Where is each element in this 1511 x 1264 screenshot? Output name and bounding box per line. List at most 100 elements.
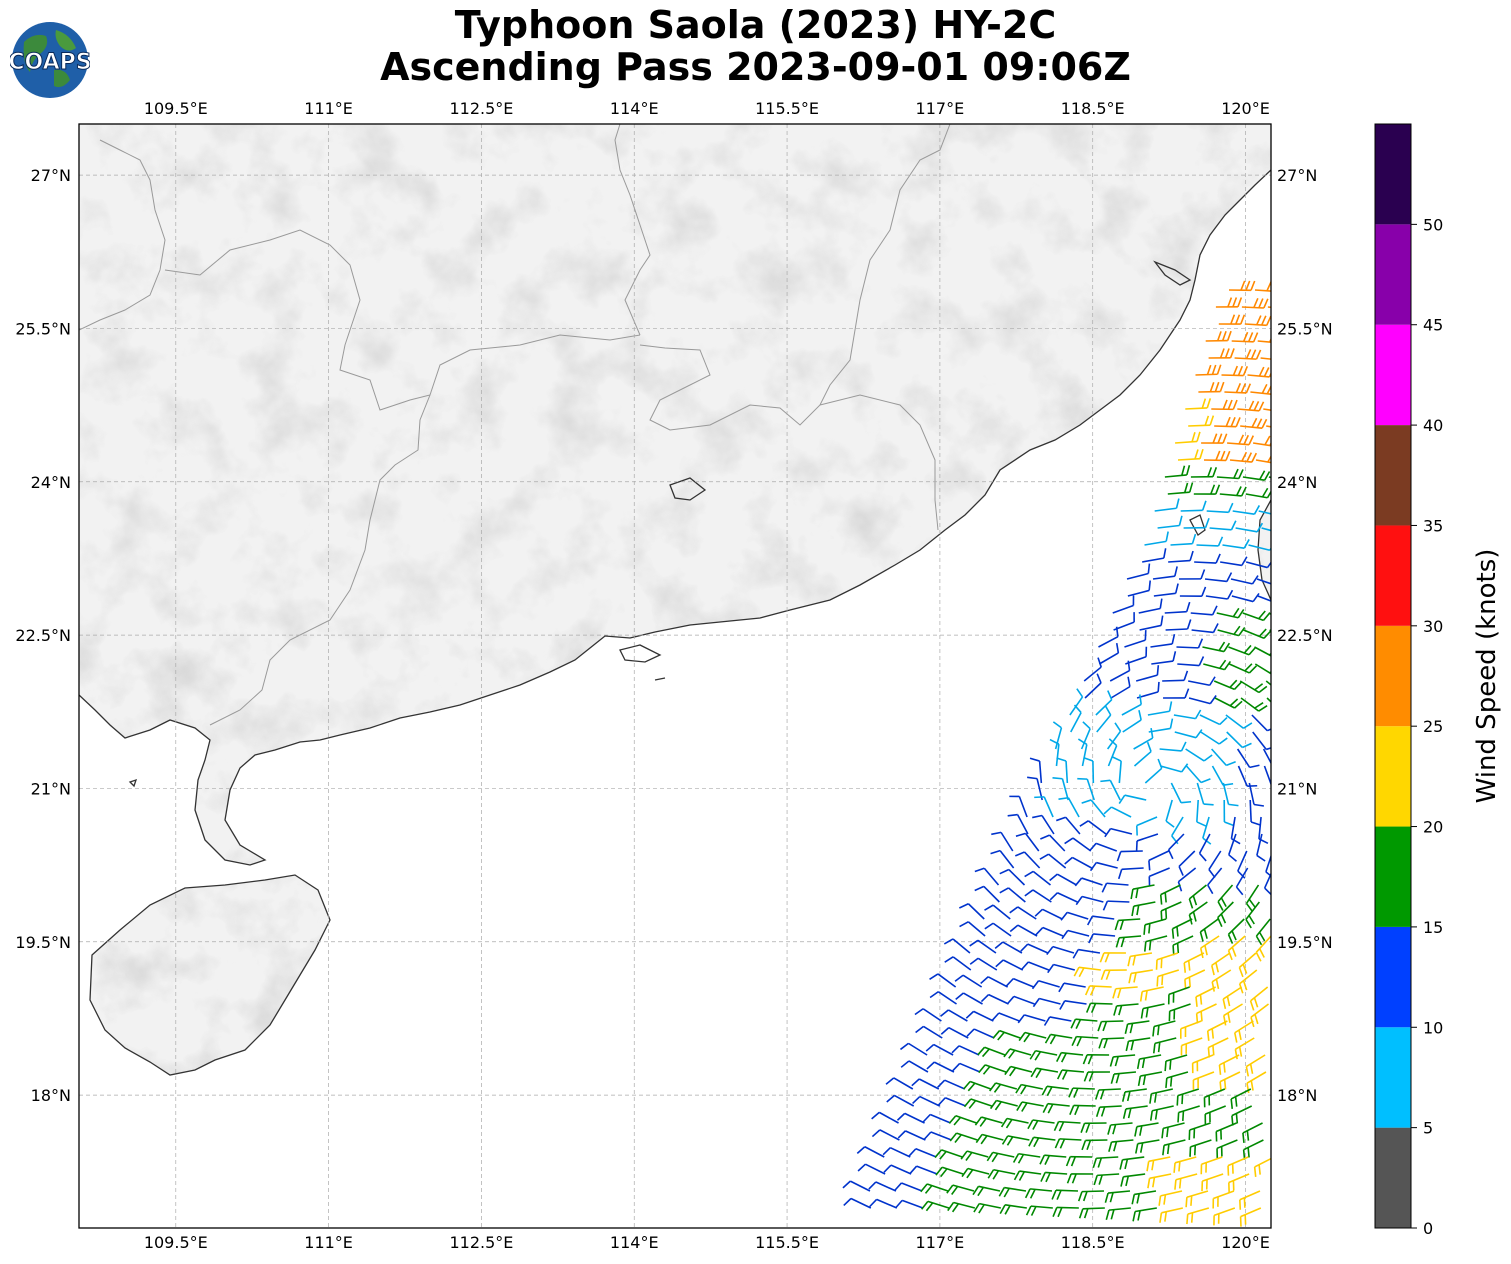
- wind-barb: [1263, 408, 1271, 411]
- wind-barb: [923, 1131, 952, 1141]
- wind-barb: [1046, 945, 1075, 956]
- wind-barb: [1054, 1138, 1082, 1149]
- lat-tick-label: 19.5°N: [1277, 933, 1333, 952]
- wind-barb: [1204, 1105, 1226, 1125]
- wind-barb: [1107, 738, 1118, 767]
- wind-barb: [999, 1204, 1027, 1215]
- wind-barb: [1227, 1156, 1249, 1176]
- wind-barb: [1084, 985, 1112, 996]
- wind-barb: [1217, 625, 1246, 637]
- lat-tick-label: 25.5°N: [1277, 319, 1333, 338]
- wind-barb: [1137, 1071, 1163, 1087]
- wind-barb: [984, 922, 1012, 937]
- wind-barb: [998, 1186, 1027, 1198]
- wind-barb: [1072, 948, 1101, 959]
- wind-barb: [1158, 1190, 1183, 1206]
- wind-barb: [1260, 357, 1271, 360]
- wind-barb: [1183, 517, 1210, 529]
- wind-barb: [1185, 748, 1213, 762]
- wind-barb: [1188, 676, 1216, 687]
- wind-barb: [1149, 1088, 1173, 1104]
- wind-barb: [1224, 382, 1252, 394]
- wind-barb: [1229, 451, 1258, 463]
- lat-tick-label: 19.5°N: [15, 933, 71, 952]
- wind-barb: [1262, 748, 1271, 765]
- wind-barb: [1226, 731, 1252, 749]
- wind-barb: [978, 1064, 1007, 1075]
- wind-barb: [1231, 592, 1260, 603]
- wind-barb: [1206, 502, 1234, 514]
- wind-barb: [1081, 799, 1106, 818]
- wind-barb: [1174, 1173, 1198, 1190]
- longitude-ticks-bottom: 109.5°E 111°E 112.5°E 114°E 115.5°E 117°E 118.…: [144, 1233, 1270, 1252]
- wind-barb: [1185, 765, 1211, 784]
- wind-barb: [1256, 578, 1271, 585]
- wind-barb: [1150, 634, 1176, 648]
- wind-barb: [948, 1114, 977, 1126]
- lat-tick-label: 22.5°N: [15, 626, 71, 645]
- wind-barb: [1066, 1173, 1094, 1184]
- lat-tick-label: 18°N: [1277, 1086, 1317, 1105]
- wind-barb: [883, 1164, 912, 1175]
- wind-barb: [925, 1043, 954, 1056]
- wind-barb: [1135, 833, 1159, 851]
- wind-barb: [1246, 1071, 1267, 1094]
- wind-barb: [1211, 748, 1236, 767]
- lat-tick-label: 27°N: [31, 166, 71, 185]
- wind-barb: [1230, 1088, 1252, 1109]
- wind-barb: [1242, 1122, 1263, 1143]
- wind-barb: [1098, 642, 1120, 665]
- wind-barb: [1059, 1000, 1087, 1010]
- wind-barb: [1095, 690, 1113, 716]
- wind-barb: [912, 1095, 941, 1107]
- wind-barb: [947, 1201, 976, 1213]
- wind-barb: [1243, 628, 1271, 640]
- wind-barb: [1131, 901, 1156, 917]
- wind-barb: [1261, 527, 1271, 532]
- wind-barb: [1147, 1173, 1172, 1189]
- wind-barb: [946, 1184, 975, 1195]
- wind-barb: [1098, 1037, 1125, 1049]
- wind-barb: [1217, 884, 1234, 911]
- wind-barb: [1084, 673, 1102, 699]
- wind-barb: [1117, 867, 1144, 880]
- wind-barb: [1250, 383, 1271, 395]
- colorbar-tick-label: 45: [1423, 316, 1443, 335]
- wind-barb: [894, 1182, 923, 1192]
- wind-barb: [980, 993, 1009, 1005]
- wind-barb: [1077, 738, 1088, 767]
- wind-barb: [1176, 638, 1204, 649]
- wind-barb: [1251, 714, 1271, 732]
- wind-barb: [1114, 918, 1141, 931]
- colorbar-frame: [1374, 123, 1412, 1229]
- wind-barb: [1003, 1048, 1032, 1059]
- wind-barb: [963, 1080, 992, 1092]
- wind-barb: [991, 1012, 1020, 1022]
- wind-barb: [1222, 1003, 1243, 1026]
- wind-barb: [1119, 1156, 1145, 1170]
- wind-barb: [1049, 892, 1078, 903]
- wind-barb: [1056, 1069, 1085, 1080]
- wind-barb: [1016, 1101, 1044, 1112]
- colorbar-tick-label: 35: [1423, 516, 1443, 535]
- wind-barb: [1242, 470, 1271, 481]
- wind-barb: [1086, 915, 1115, 926]
- wind-barb: [1052, 776, 1069, 801]
- wind-barb: [1193, 484, 1221, 495]
- wind-barb: [1173, 709, 1202, 720]
- wind-barb: [1058, 796, 1080, 818]
- lat-tick-label: 22.5°N: [1277, 626, 1333, 645]
- wind-barb: [1196, 536, 1224, 547]
- lat-tick-label: 25.5°N: [15, 319, 71, 338]
- wind-barb: [991, 831, 1014, 852]
- wind-barb: [1004, 1065, 1033, 1077]
- wind-barb: [974, 1116, 1003, 1127]
- wind-barb: [943, 938, 971, 954]
- wind-barb: [1071, 1035, 1099, 1047]
- latitude-ticks-left: 27°N 25.5°N 24°N 22.5°N 21°N 19.5°N 18°N: [15, 166, 71, 1105]
- wind-barb: [1228, 1173, 1250, 1193]
- wind-barb: [1095, 1105, 1122, 1117]
- wind-barb: [1133, 728, 1154, 750]
- wind-barb: [1200, 731, 1228, 745]
- wind-barb: [1222, 539, 1250, 549]
